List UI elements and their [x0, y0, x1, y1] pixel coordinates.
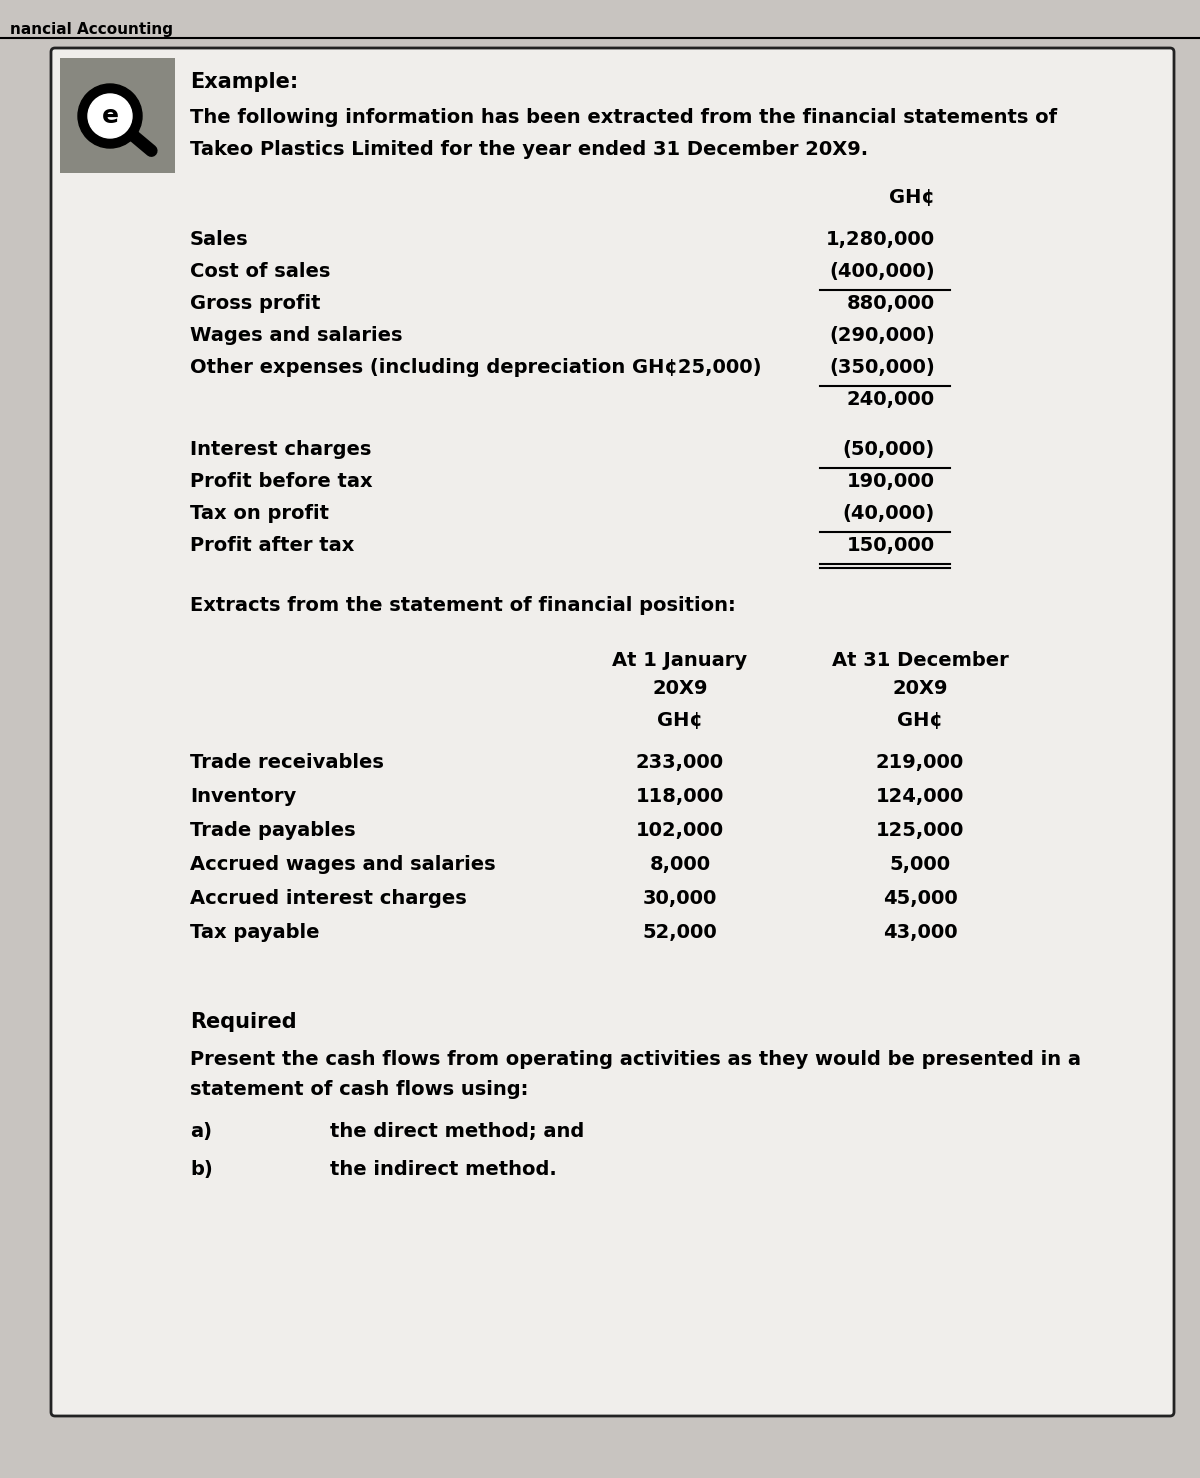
Text: At 1 January: At 1 January: [612, 650, 748, 670]
Text: 125,000: 125,000: [876, 820, 964, 840]
Text: 5,000: 5,000: [889, 854, 950, 873]
Text: Takeo Plastics Limited for the year ended 31 December 20X9.: Takeo Plastics Limited for the year ende…: [190, 140, 868, 160]
Text: GH¢: GH¢: [898, 711, 943, 730]
Text: (290,000): (290,000): [829, 327, 935, 344]
Text: Sales: Sales: [190, 231, 248, 248]
Text: 219,000: 219,000: [876, 752, 964, 772]
Text: Wages and salaries: Wages and salaries: [190, 327, 402, 344]
Text: 118,000: 118,000: [636, 786, 724, 806]
Text: Profit after tax: Profit after tax: [190, 537, 354, 556]
Text: The following information has been extracted from the financial statements of: The following information has been extra…: [190, 108, 1057, 127]
Text: 102,000: 102,000: [636, 820, 724, 840]
Text: 52,000: 52,000: [643, 922, 718, 941]
Text: 190,000: 190,000: [847, 471, 935, 491]
FancyBboxPatch shape: [50, 47, 1174, 1416]
Bar: [60, 58, 175, 173]
Text: Inventory: Inventory: [190, 786, 296, 806]
Text: 240,000: 240,000: [847, 390, 935, 409]
Text: e: e: [102, 103, 119, 129]
Text: Extracts from the statement of financial position:: Extracts from the statement of financial…: [190, 596, 736, 615]
Text: 880,000: 880,000: [847, 294, 935, 313]
Text: Accrued wages and salaries: Accrued wages and salaries: [190, 854, 496, 873]
Text: 1,280,000: 1,280,000: [826, 231, 935, 248]
Text: Interest charges: Interest charges: [190, 440, 371, 460]
Text: 8,000: 8,000: [649, 854, 710, 873]
Text: 45,000: 45,000: [883, 888, 958, 907]
Text: GH¢: GH¢: [658, 711, 703, 730]
Text: At 31 December: At 31 December: [832, 650, 1008, 670]
Text: a): a): [190, 1122, 212, 1141]
Text: (40,000): (40,000): [842, 504, 935, 523]
Text: 233,000: 233,000: [636, 752, 724, 772]
Text: GH¢: GH¢: [889, 188, 935, 207]
Text: (400,000): (400,000): [829, 262, 935, 281]
Text: Cost of sales: Cost of sales: [190, 262, 330, 281]
Text: Required: Required: [190, 1012, 296, 1032]
Text: 150,000: 150,000: [847, 537, 935, 556]
Text: Tax on profit: Tax on profit: [190, 504, 329, 523]
Text: (50,000): (50,000): [842, 440, 935, 460]
Text: Example:: Example:: [190, 72, 299, 92]
Text: 124,000: 124,000: [876, 786, 964, 806]
Text: 20X9: 20X9: [653, 678, 708, 698]
Text: Accrued interest charges: Accrued interest charges: [190, 888, 467, 907]
Text: b): b): [190, 1160, 212, 1179]
Text: the direct method; and: the direct method; and: [330, 1122, 584, 1141]
Text: Tax payable: Tax payable: [190, 922, 319, 941]
Text: Profit before tax: Profit before tax: [190, 471, 373, 491]
Text: 30,000: 30,000: [643, 888, 718, 907]
Text: Present the cash flows from operating activities as they would be presented in a: Present the cash flows from operating ac…: [190, 1049, 1081, 1069]
Text: (350,000): (350,000): [829, 358, 935, 377]
Text: 20X9: 20X9: [893, 678, 948, 698]
Circle shape: [78, 84, 142, 148]
Text: nancial Accounting: nancial Accounting: [10, 22, 173, 37]
Text: 43,000: 43,000: [883, 922, 958, 941]
Text: Gross profit: Gross profit: [190, 294, 320, 313]
Text: statement of cash flows using:: statement of cash flows using:: [190, 1080, 528, 1100]
Circle shape: [88, 95, 132, 137]
Text: Other expenses (including depreciation GH¢25,000): Other expenses (including depreciation G…: [190, 358, 762, 377]
Text: Trade receivables: Trade receivables: [190, 752, 384, 772]
Text: the indirect method.: the indirect method.: [330, 1160, 557, 1179]
Text: Trade payables: Trade payables: [190, 820, 355, 840]
